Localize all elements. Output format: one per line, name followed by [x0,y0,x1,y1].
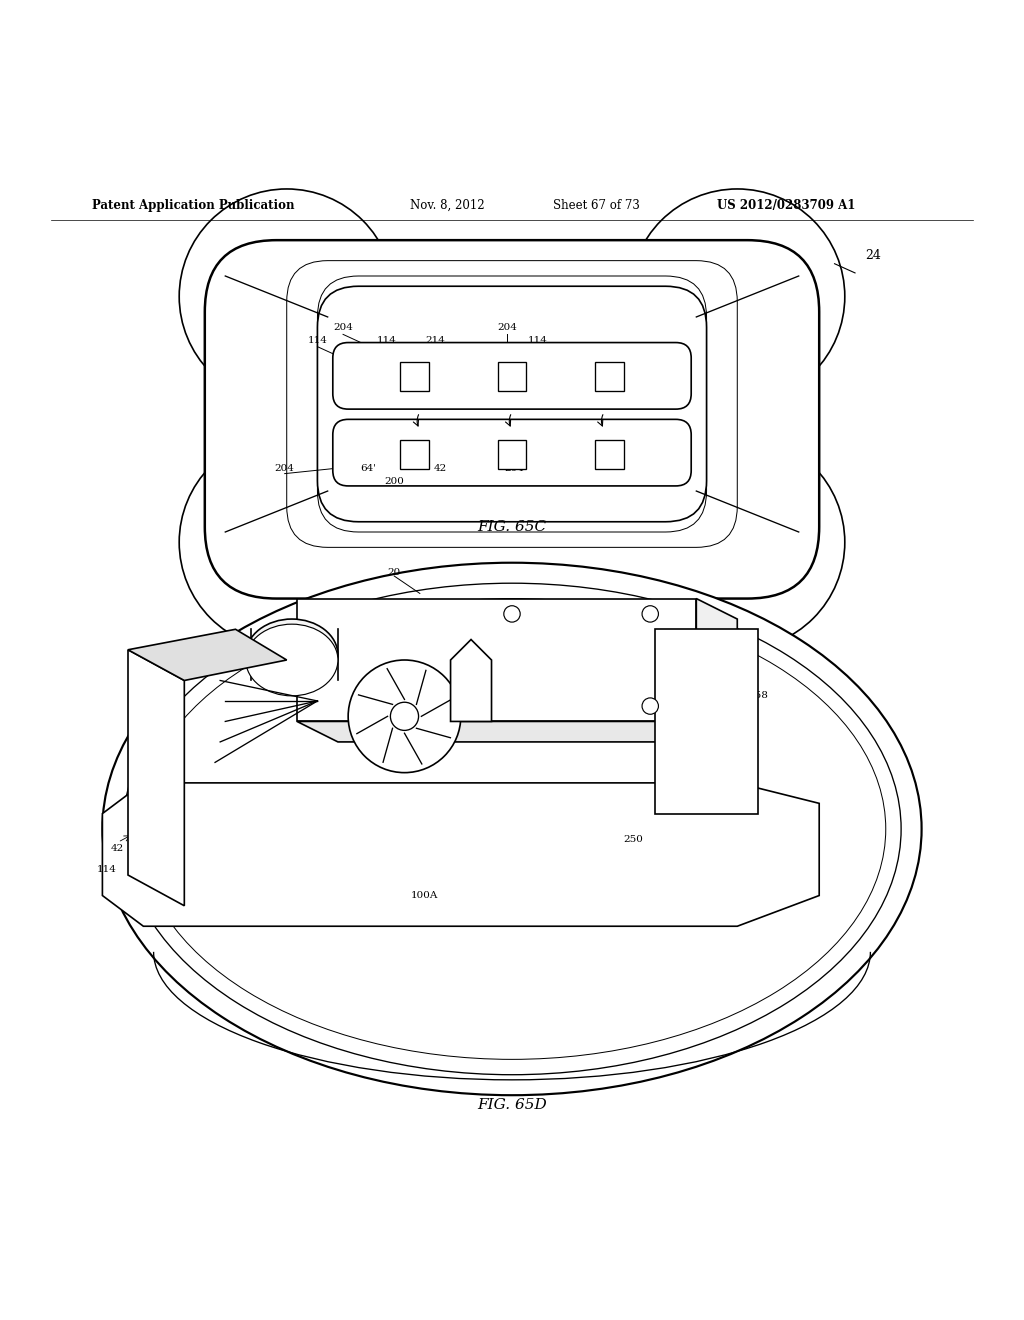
Text: 42: 42 [434,463,446,473]
Text: 258: 258 [748,692,768,701]
FancyBboxPatch shape [333,420,691,486]
Text: 204: 204 [333,323,353,333]
Ellipse shape [179,434,394,649]
Ellipse shape [246,619,338,690]
Text: 204: 204 [497,323,517,333]
Polygon shape [128,630,287,681]
Text: 114: 114 [97,866,117,874]
FancyBboxPatch shape [595,362,624,391]
Text: 204: 204 [274,463,295,473]
Polygon shape [128,649,184,906]
Text: 120: 120 [384,750,404,759]
Circle shape [348,660,461,772]
Polygon shape [451,639,492,722]
Text: 114: 114 [307,335,328,345]
Polygon shape [696,598,737,742]
Ellipse shape [102,562,922,1096]
Text: 64': 64' [360,463,377,473]
FancyBboxPatch shape [400,440,429,469]
FancyBboxPatch shape [655,630,758,813]
Circle shape [390,702,419,730]
Text: FIG. 65C: FIG. 65C [477,520,547,533]
Text: Nov. 8, 2012: Nov. 8, 2012 [410,199,484,211]
Text: 24: 24 [865,249,882,261]
Text: US 2012/0283709 A1: US 2012/0283709 A1 [717,199,855,211]
Ellipse shape [630,434,845,649]
Text: 20: 20 [388,569,400,577]
Ellipse shape [630,189,845,404]
Text: 204: 204 [504,463,524,473]
FancyBboxPatch shape [205,240,819,598]
Text: 114: 114 [377,335,397,345]
Text: 114: 114 [527,335,548,345]
FancyBboxPatch shape [595,440,624,469]
Text: 110: 110 [522,665,543,675]
FancyBboxPatch shape [498,362,526,391]
FancyBboxPatch shape [498,440,526,469]
Text: Patent Application Publication: Patent Application Publication [92,199,295,211]
FancyBboxPatch shape [317,286,707,521]
Text: 214: 214 [425,335,445,345]
Polygon shape [297,598,696,722]
Circle shape [642,698,658,714]
Circle shape [642,606,658,622]
FancyBboxPatch shape [333,343,691,409]
Circle shape [504,606,520,622]
Ellipse shape [179,189,394,404]
Text: FIG. 65D: FIG. 65D [477,1098,547,1113]
Text: 100A: 100A [412,891,438,900]
Text: 42: 42 [111,843,124,853]
Text: 112: 112 [241,656,261,664]
Polygon shape [102,783,819,927]
Text: Sheet 67 of 73: Sheet 67 of 73 [553,199,640,211]
Polygon shape [297,722,737,742]
Text: 250: 250 [623,834,643,843]
Ellipse shape [246,624,338,696]
Text: 64: 64 [516,610,528,618]
Text: 200: 200 [384,477,404,486]
FancyBboxPatch shape [400,362,429,391]
